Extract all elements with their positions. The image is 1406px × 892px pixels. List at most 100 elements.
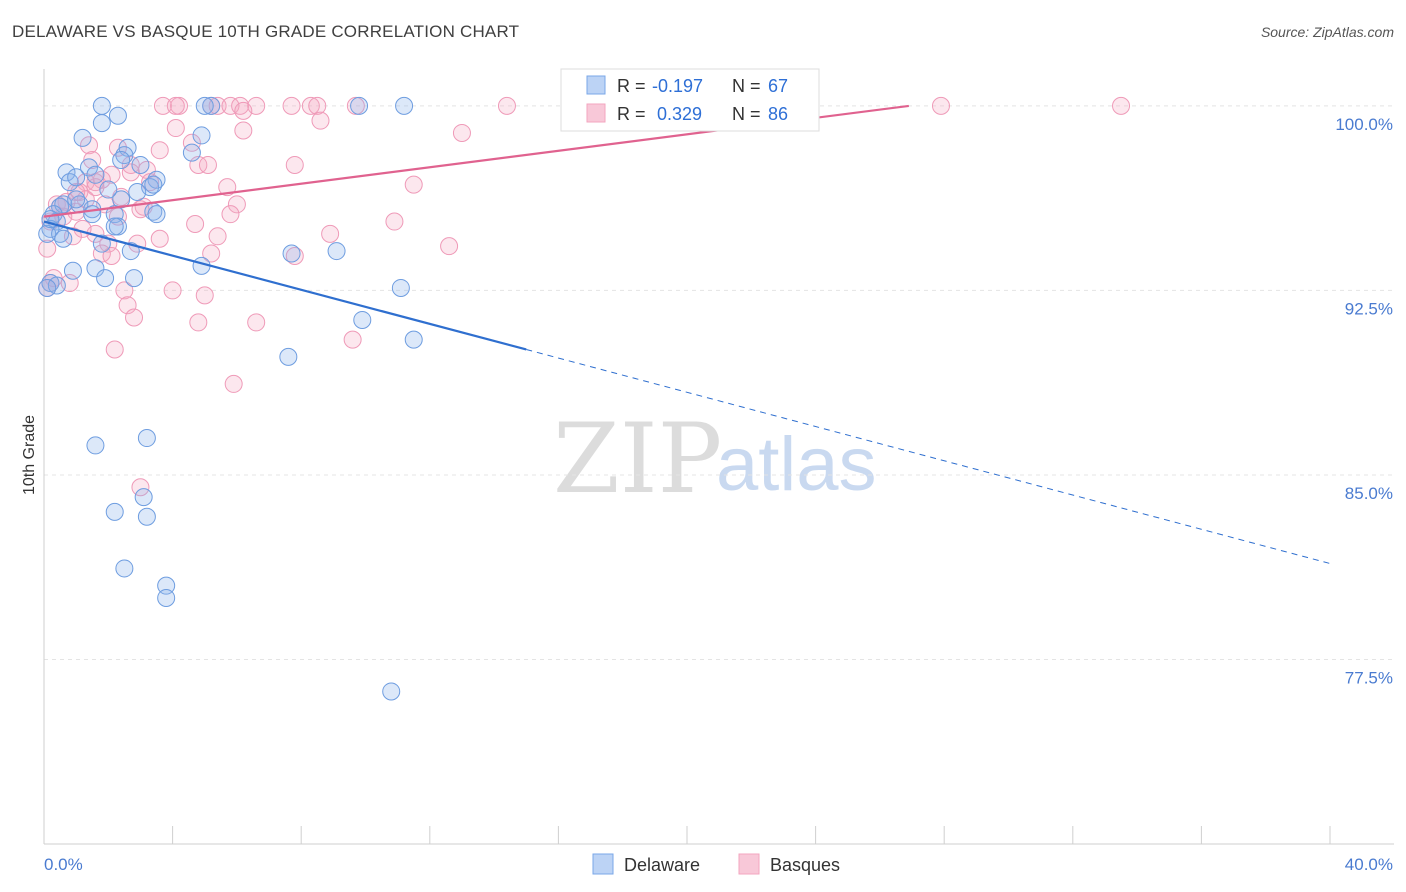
delaware-points	[38, 96, 423, 701]
basques-point	[125, 308, 144, 327]
delaware-point	[182, 143, 201, 162]
legend-n-value-delaware: 67	[768, 76, 788, 96]
y-tick-label: 92.5%	[1345, 299, 1393, 318]
basques-point	[38, 239, 57, 258]
delaware-point	[144, 175, 163, 194]
watermark-atlas: atlas	[716, 422, 877, 507]
delaware-point	[83, 205, 102, 224]
y-tick-label: 100.0%	[1335, 115, 1393, 134]
delaware-point	[67, 190, 86, 209]
basques-point	[105, 340, 124, 359]
delaware-point	[327, 242, 346, 261]
basques-point	[247, 313, 266, 332]
delaware-point	[128, 183, 147, 202]
delaware-point	[404, 330, 423, 349]
delaware-point	[92, 114, 111, 133]
basques-point	[121, 155, 140, 174]
basques-point	[150, 229, 169, 248]
series-swatch-basques	[738, 853, 760, 875]
basques-point	[218, 178, 237, 197]
delaware-point	[350, 96, 369, 115]
delaware-point	[92, 234, 111, 253]
correlation-legend: R = -0.197 N = 67 R = 0.329 N = 86	[560, 68, 820, 132]
delaware-point	[395, 96, 414, 115]
delaware-point	[137, 429, 156, 448]
legend-swatch-basques	[586, 103, 606, 123]
delaware-point	[279, 347, 298, 366]
basques-point	[121, 163, 140, 182]
basques-point	[186, 215, 205, 233]
basques-point	[166, 96, 185, 115]
basques-point	[198, 155, 217, 174]
basques-point	[452, 123, 471, 142]
basques-point	[80, 136, 99, 155]
basques-point	[221, 205, 240, 224]
delaware-point	[157, 576, 176, 595]
delaware-point	[282, 244, 301, 263]
delaware-point	[38, 224, 57, 243]
delaware-point	[353, 310, 372, 329]
basques-point	[931, 96, 950, 115]
x-tick-labels: 0.0% 40.0%	[44, 855, 1393, 874]
delaware-point	[57, 163, 76, 182]
legend-r-label-delaware: R =	[617, 76, 646, 96]
delaware-point	[137, 507, 156, 526]
delaware-point	[147, 170, 166, 189]
basques-point	[189, 313, 208, 332]
series-label-basques: Basques	[770, 855, 840, 875]
delaware-point	[115, 559, 134, 578]
chart-title: DELAWARE VS BASQUE 10TH GRADE CORRELATIO…	[12, 22, 520, 41]
delaware-point	[80, 158, 99, 177]
basques-point	[234, 101, 253, 120]
delaware-point	[73, 128, 92, 147]
basques-point	[231, 96, 250, 115]
basques-point	[311, 111, 330, 130]
basques-point	[182, 133, 201, 152]
y-tick-label: 85.0%	[1345, 484, 1393, 503]
delaware-point	[391, 278, 410, 297]
basques-point	[224, 374, 243, 393]
series-label-delaware: Delaware	[624, 855, 700, 875]
delaware-point	[157, 588, 176, 607]
basques-point	[497, 96, 516, 115]
delaware-point	[134, 488, 153, 507]
delaware-point	[382, 682, 401, 701]
delaware-point	[131, 155, 150, 174]
basques-point	[208, 227, 227, 246]
basques-point	[234, 121, 253, 140]
source-credit: Source: ZipAtlas.com	[1260, 24, 1394, 40]
basques-point	[102, 165, 121, 184]
basques-point	[131, 478, 150, 497]
basques-point	[301, 96, 320, 115]
basques-point	[102, 246, 121, 265]
basques-point	[1112, 96, 1131, 115]
basques-point	[308, 96, 327, 115]
delaware-point	[125, 269, 144, 288]
axes	[43, 69, 1394, 845]
basques-point	[285, 246, 304, 265]
delaware-point	[92, 96, 111, 115]
watermark-zip: ZIP	[553, 403, 722, 515]
legend-n-label-basques: N =	[732, 104, 761, 124]
basques-point	[285, 155, 304, 174]
delaware-trend-line	[43, 220, 527, 351]
basques-point	[166, 119, 185, 138]
basques-point	[227, 195, 246, 214]
x-tick-label-max: 40.0%	[1345, 855, 1393, 874]
delaware-point	[108, 106, 127, 125]
delaware-point	[86, 259, 105, 278]
basques-point	[115, 281, 134, 300]
delaware-point	[112, 151, 131, 170]
delaware-point	[192, 126, 211, 145]
basques-point	[385, 212, 404, 231]
legend-r-value-basques: 0.329	[657, 104, 702, 124]
basques-point	[153, 96, 172, 115]
y-axis-label: 10th Grade	[21, 415, 38, 495]
delaware-point	[38, 278, 57, 297]
y-tick-label: 77.5%	[1345, 668, 1393, 687]
delaware-point	[67, 168, 86, 187]
delaware-point	[99, 180, 118, 199]
y-tick-labels: 100.0% 92.5% 85.0% 77.5%	[1335, 115, 1393, 688]
basques-point	[150, 141, 169, 160]
